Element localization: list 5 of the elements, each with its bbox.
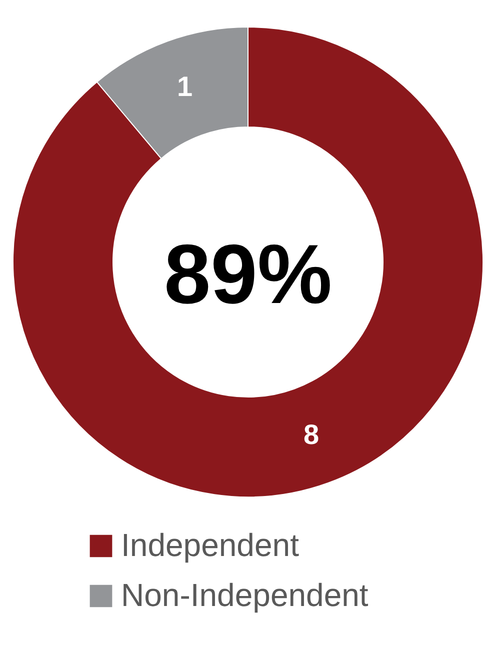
- data-label: 1: [176, 71, 193, 102]
- legend-label: Independent: [121, 527, 300, 563]
- data-label: 8: [303, 418, 320, 450]
- legend-label: Non-Independent: [121, 577, 368, 613]
- text: 89%: [164, 227, 332, 321]
